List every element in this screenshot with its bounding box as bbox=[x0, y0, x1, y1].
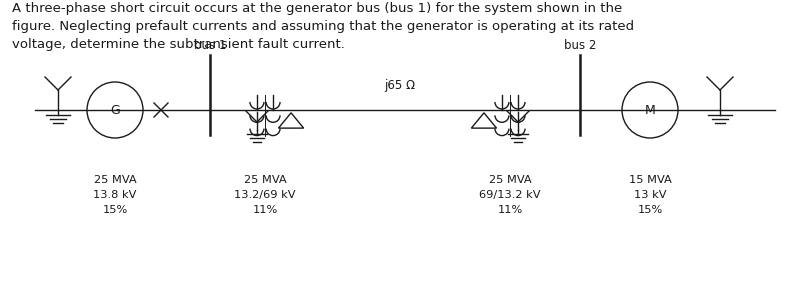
Text: M: M bbox=[645, 103, 655, 117]
Text: 25 MVA
69/13.2 kV
11%: 25 MVA 69/13.2 kV 11% bbox=[479, 175, 541, 215]
Text: bus 1: bus 1 bbox=[194, 39, 226, 52]
Text: G: G bbox=[110, 103, 120, 117]
Text: j65 Ω: j65 Ω bbox=[385, 79, 415, 92]
Text: figure. Neglecting prefault currents and assuming that the generator is operatin: figure. Neglecting prefault currents and… bbox=[12, 20, 634, 33]
Text: 25 MVA
13.8 kV
15%: 25 MVA 13.8 kV 15% bbox=[94, 175, 137, 215]
Text: A three-phase short circuit occurs at the generator bus (bus 1) for the system s: A three-phase short circuit occurs at th… bbox=[12, 2, 622, 15]
Text: 15 MVA
13 kV
15%: 15 MVA 13 kV 15% bbox=[629, 175, 671, 215]
Text: voltage, determine the subtransient fault current.: voltage, determine the subtransient faul… bbox=[12, 38, 345, 51]
Text: bus 2: bus 2 bbox=[564, 39, 596, 52]
Text: 25 MVA
13.2/69 kV
11%: 25 MVA 13.2/69 kV 11% bbox=[234, 175, 296, 215]
